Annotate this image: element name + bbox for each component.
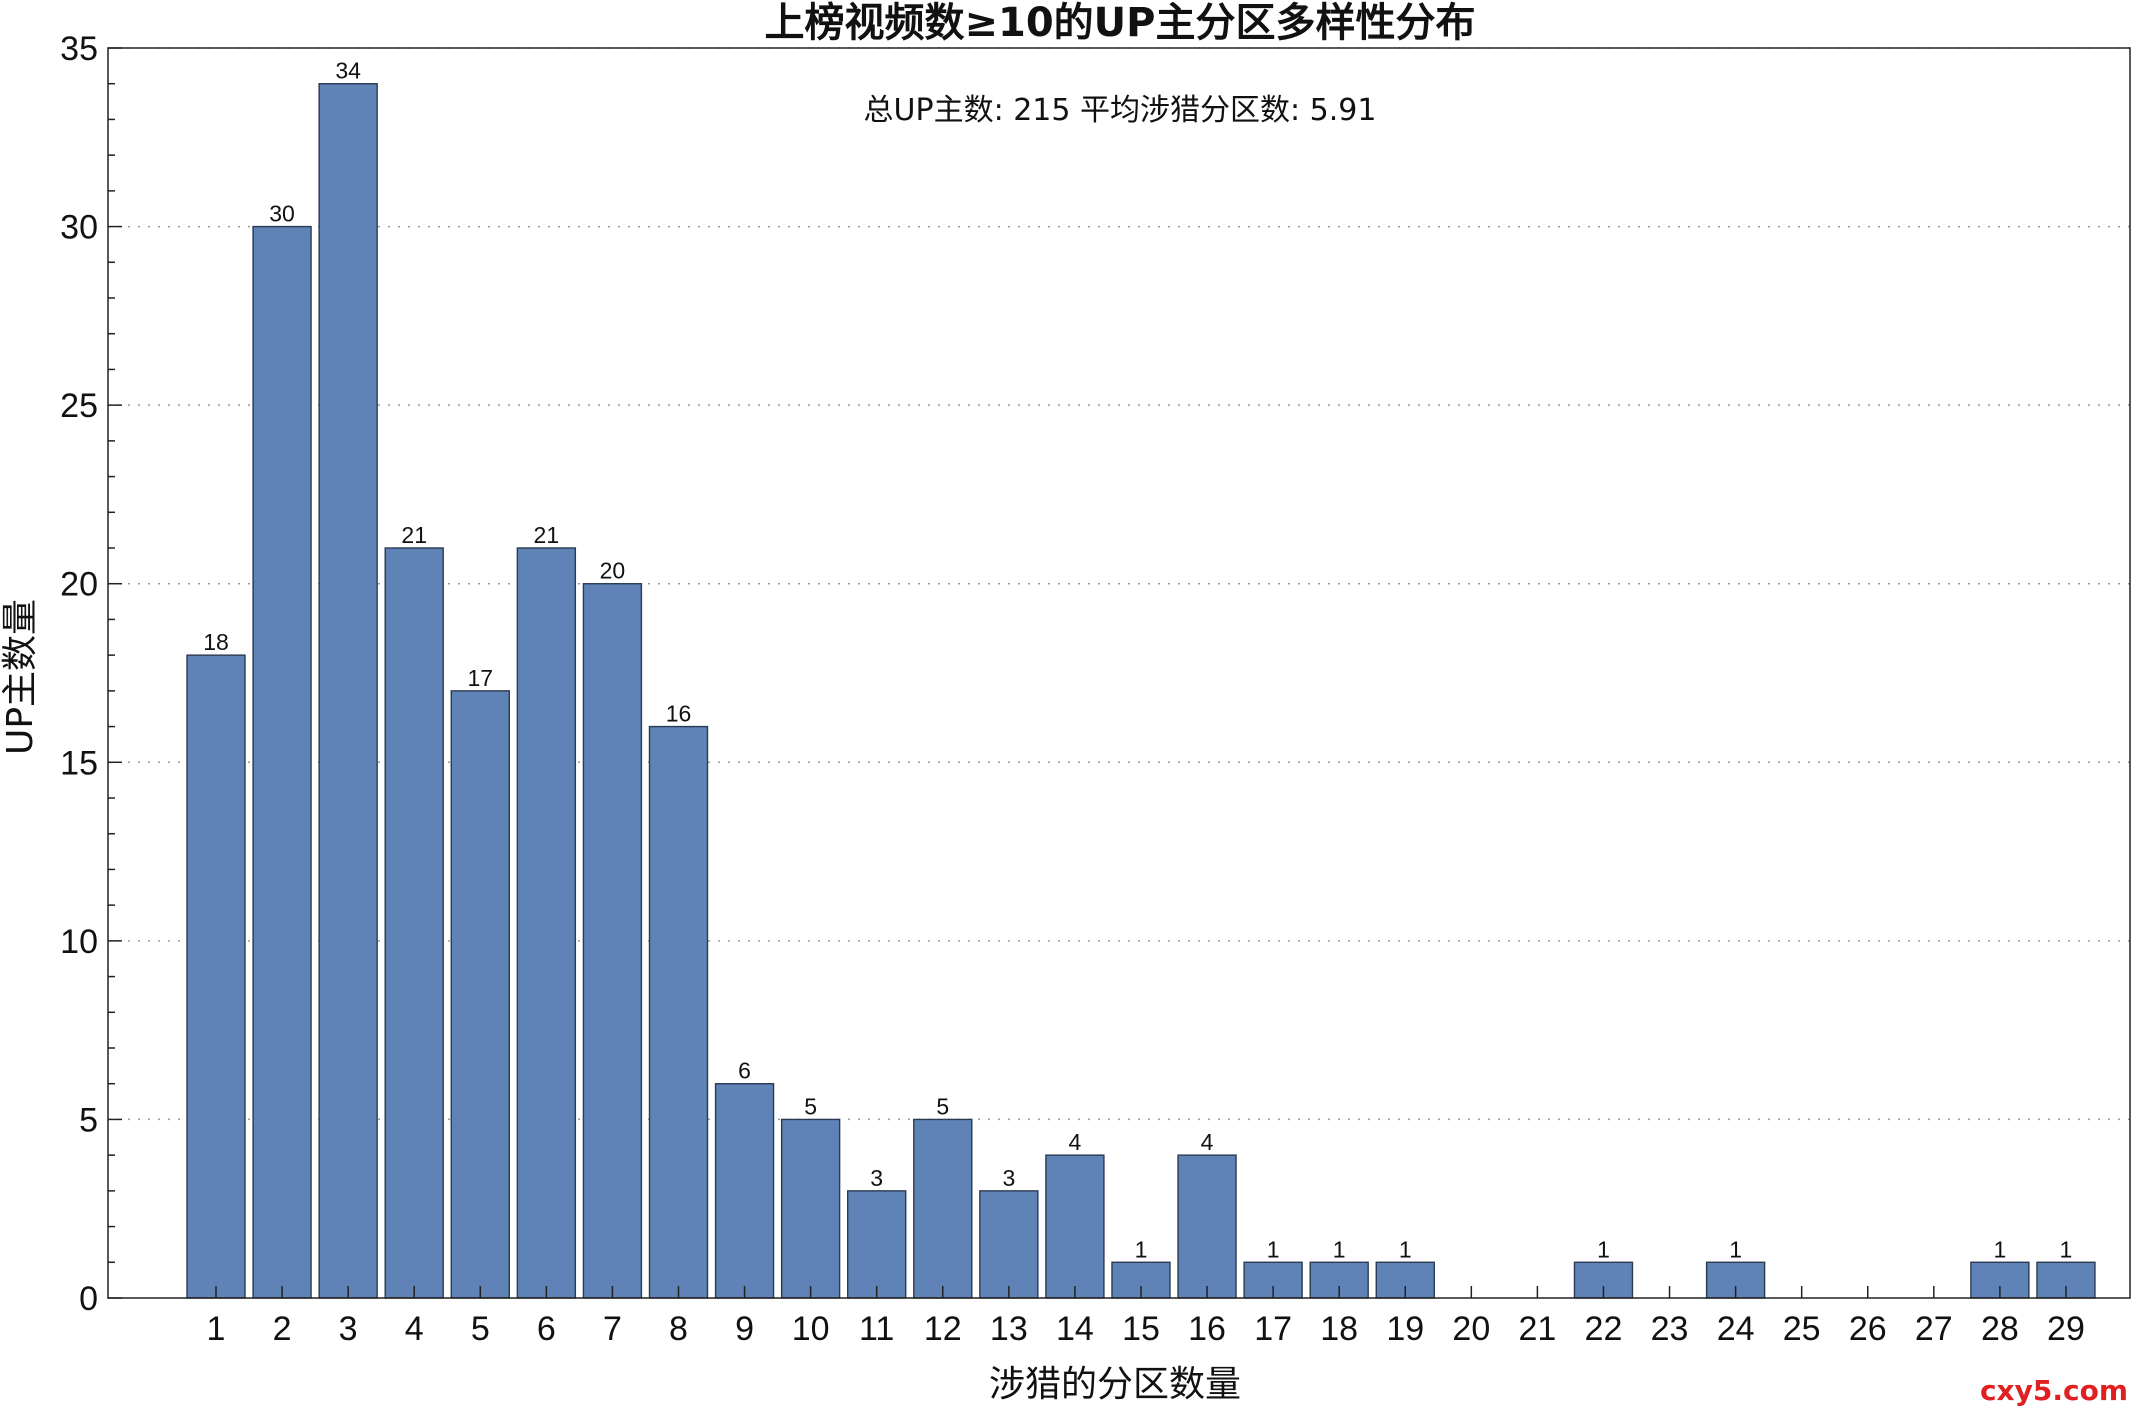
bar-value-label: 3 <box>870 1165 883 1191</box>
x-tick-label: 22 <box>1585 1310 1623 1348</box>
bar <box>186 654 246 1299</box>
x-tick-label: 21 <box>1518 1310 1556 1348</box>
bar <box>318 83 378 1299</box>
bar-value-label: 21 <box>534 522 560 548</box>
x-tick-label: 11 <box>859 1310 894 1348</box>
x-tick-label: 2 <box>273 1310 292 1348</box>
bar <box>252 225 312 1299</box>
x-tick-label: 23 <box>1651 1310 1689 1348</box>
bar-value-label: 6 <box>738 1058 751 1084</box>
y-tick-label: 0 <box>79 1280 98 1318</box>
y-axis-label: UP主数量 <box>0 599 41 755</box>
bar <box>450 690 510 1299</box>
bar <box>516 547 577 1299</box>
y-tick-label: 35 <box>60 30 98 68</box>
bar-value-label: 1 <box>1729 1236 1742 1262</box>
x-tick-label: 13 <box>990 1310 1028 1348</box>
x-tick-label: 19 <box>1386 1310 1424 1348</box>
bar-value-label: 1 <box>2060 1236 2073 1262</box>
bar <box>780 1118 841 1299</box>
x-tick-label: 16 <box>1188 1310 1226 1348</box>
x-tick-label: 15 <box>1122 1310 1160 1348</box>
bar-value-label: 1 <box>1399 1236 1412 1262</box>
x-tick-label: 27 <box>1915 1310 1953 1348</box>
y-tick-label: 10 <box>60 923 98 961</box>
bar <box>648 725 709 1299</box>
x-tick-label: 12 <box>924 1310 962 1348</box>
bar-value-label: 4 <box>1201 1129 1214 1155</box>
bar <box>1045 1154 1105 1299</box>
x-tick-label: 1 <box>207 1310 226 1348</box>
bar-value-label: 20 <box>600 558 626 584</box>
bar-value-label: 30 <box>269 201 295 227</box>
plot-frame <box>107 47 2131 1299</box>
bar-value-label: 1 <box>1267 1236 1280 1262</box>
bar-value-label: 1 <box>1333 1236 1346 1262</box>
x-tick-label: 4 <box>405 1310 424 1348</box>
x-tick-label: 3 <box>339 1310 358 1348</box>
x-axis-label: 涉猎的分区数量 <box>989 1364 1241 1405</box>
y-axis-ticks: 0 5 10 15 20 25 30 35 <box>60 30 122 1318</box>
bar-value-label: 5 <box>936 1093 949 1119</box>
bar-value-label: 21 <box>401 522 427 548</box>
x-tick-label: 25 <box>1783 1310 1821 1348</box>
bar <box>582 583 643 1299</box>
bar <box>847 1190 907 1299</box>
chart-title: 上榜视频数≥10的UP主分区多样性分布 <box>765 0 1476 46</box>
bar-value-label: 3 <box>1002 1165 1015 1191</box>
x-tick-label: 20 <box>1452 1310 1490 1348</box>
y-tick-label: 15 <box>60 744 98 782</box>
bars <box>186 83 2096 1299</box>
bar-value-label: 1 <box>1135 1236 1148 1262</box>
watermark: cxy5.com <box>1980 1374 2128 1407</box>
x-tick-label: 5 <box>471 1310 490 1348</box>
x-axis-ticks: 1 2 3 4 5 6 7 8 9 10 11 12 13 14 15 16 17 18 19 20 21 22 23 24 2… <box>207 1286 2085 1348</box>
bar-value-label: 17 <box>467 665 493 691</box>
bar <box>1177 1154 1237 1299</box>
x-tick-label: 9 <box>735 1310 754 1348</box>
x-tick-label: 8 <box>669 1310 688 1348</box>
bar-value-label: 16 <box>666 701 692 727</box>
bar-value-label: 4 <box>1069 1129 1082 1155</box>
x-tick-label: 29 <box>2047 1310 2085 1348</box>
bar-value-label: 5 <box>804 1093 817 1119</box>
x-tick-label: 7 <box>603 1310 622 1348</box>
bar-value-label: 1 <box>1993 1236 2006 1262</box>
bar <box>384 547 444 1299</box>
x-tick-label: 28 <box>1981 1310 2019 1348</box>
x-tick-label: 24 <box>1717 1310 1755 1348</box>
x-tick-label: 10 <box>792 1310 830 1348</box>
y-tick-label: 5 <box>79 1101 98 1139</box>
y-tick-label: 25 <box>60 387 98 425</box>
bar-value-label: 34 <box>335 58 361 84</box>
summary-annotation: 总UP主数: 215 平均涉猎分区数: 5.91 <box>864 93 1377 128</box>
bar <box>913 1118 973 1299</box>
bar <box>979 1190 1039 1299</box>
x-tick-label: 26 <box>1849 1310 1887 1348</box>
x-tick-label: 17 <box>1254 1310 1292 1348</box>
bar <box>714 1083 775 1299</box>
x-tick-label: 6 <box>537 1310 556 1348</box>
bar-value-label: 1 <box>1597 1236 1610 1262</box>
y-tick-label: 20 <box>60 566 98 604</box>
y-tick-label: 30 <box>60 209 98 247</box>
bar-value-label: 18 <box>203 629 229 655</box>
x-tick-label: 14 <box>1056 1310 1094 1348</box>
x-tick-label: 18 <box>1320 1310 1358 1348</box>
